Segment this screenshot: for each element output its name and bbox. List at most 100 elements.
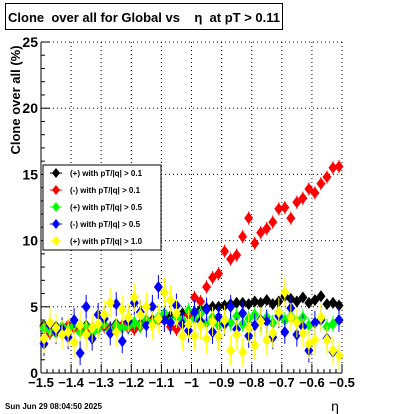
y-tick-label: 0 <box>30 365 38 381</box>
data-point <box>322 298 332 311</box>
data-point <box>250 295 260 308</box>
data-point <box>214 267 224 280</box>
title-box: Clone over all for Global vs η at pT > 0… <box>5 3 283 30</box>
data-point <box>75 319 85 332</box>
x-tick-label: −1 <box>184 375 199 390</box>
legend-marker <box>52 168 60 178</box>
data-point <box>190 329 200 342</box>
data-point <box>159 286 169 299</box>
data-point <box>274 202 284 215</box>
y-tick-label: 15 <box>22 166 38 182</box>
data-point <box>141 300 151 313</box>
data-point <box>45 316 55 329</box>
data-point <box>334 349 344 362</box>
data-point <box>165 316 175 329</box>
data-point <box>165 294 175 307</box>
x-tick-label: −0.6 <box>299 375 325 390</box>
data-point <box>316 177 326 190</box>
data-point <box>93 318 103 331</box>
data-point <box>334 160 344 173</box>
data-point <box>226 344 236 357</box>
data-point <box>316 290 326 303</box>
data-point <box>226 253 236 266</box>
data-point <box>171 323 181 336</box>
data-point <box>196 295 206 308</box>
legend-entry-label: (-) with pT/|q| > 0.1 <box>70 186 141 195</box>
x-tick-label: −1.1 <box>149 375 175 390</box>
x-tick-label: −1.3 <box>88 375 114 390</box>
x-tick-label: −0.5 <box>329 375 355 390</box>
y-tick-label: 25 <box>22 34 38 50</box>
data-point <box>81 300 91 313</box>
data-point <box>334 299 344 312</box>
data-point <box>129 291 139 304</box>
data-point <box>39 332 49 345</box>
y-tick-label: 10 <box>22 233 38 249</box>
data-point <box>69 314 79 327</box>
data-point <box>177 329 187 342</box>
data-point <box>310 333 320 346</box>
data-point <box>63 325 73 338</box>
data-point <box>280 201 290 214</box>
data-point <box>244 212 254 225</box>
x-tick-label: −0.8 <box>239 375 265 390</box>
data-point <box>183 318 193 331</box>
data-point <box>298 327 308 340</box>
data-point <box>256 315 266 328</box>
data-point <box>298 291 308 304</box>
data-point <box>310 186 320 199</box>
legend-marker <box>52 185 60 195</box>
data-point <box>190 306 200 319</box>
legend-entry-label: (+) with pT/|q| > 0.1 <box>70 169 143 178</box>
axes: −1.5 −1.4 −1.3 −1.2 −1.1 −1 −0.9 −0.8 −0.7 −0.6 −0… <box>22 34 354 390</box>
data-point <box>81 328 91 341</box>
data-point <box>226 300 236 313</box>
data-point <box>268 216 278 229</box>
data-point <box>292 316 302 329</box>
legend: (+) with pT/|q| > 0.1 (-) with pT/|q| > 0… <box>42 164 162 251</box>
data-point <box>202 280 212 293</box>
data-point <box>111 325 121 338</box>
data-point <box>105 327 115 340</box>
y-axis-label: Clone over all (%) <box>8 45 23 154</box>
data-point <box>322 333 332 346</box>
data-point <box>274 306 284 319</box>
data-point <box>328 344 338 357</box>
data-point <box>316 311 326 324</box>
data-point <box>286 212 296 225</box>
data-point <box>280 325 290 338</box>
data-point <box>286 311 296 324</box>
data-point <box>238 230 248 243</box>
y-tick-label: 5 <box>30 299 38 315</box>
data-point <box>153 280 163 293</box>
data-point <box>262 222 272 235</box>
data-point <box>202 303 212 316</box>
data-point <box>244 321 254 334</box>
x-axis-label: η <box>331 398 339 414</box>
chart-title: Clone over all for Global vs η at pT > 0… <box>8 10 280 25</box>
x-tick-label: −0.7 <box>269 375 295 390</box>
data-point <box>232 249 242 262</box>
data-point <box>280 286 290 299</box>
data-point <box>298 192 308 205</box>
series-5 <box>39 277 344 371</box>
data-point <box>147 300 157 313</box>
data-point <box>238 345 248 358</box>
data-point <box>153 312 163 325</box>
legend-marker <box>52 202 60 212</box>
data-point <box>262 315 272 328</box>
data-point <box>105 296 115 309</box>
legend-marker <box>52 236 60 246</box>
legend-entry-label: (+) with pT/|q| > 1.0 <box>70 237 143 246</box>
data-point <box>111 298 121 311</box>
data-point <box>196 319 206 332</box>
legend-marker <box>52 219 60 229</box>
data-point <box>220 314 230 327</box>
data-point <box>51 321 61 334</box>
data-point <box>117 303 127 316</box>
data-point <box>208 315 218 328</box>
x-tick-label: −0.9 <box>209 375 235 390</box>
data-point <box>214 329 224 342</box>
data-point <box>141 319 151 332</box>
